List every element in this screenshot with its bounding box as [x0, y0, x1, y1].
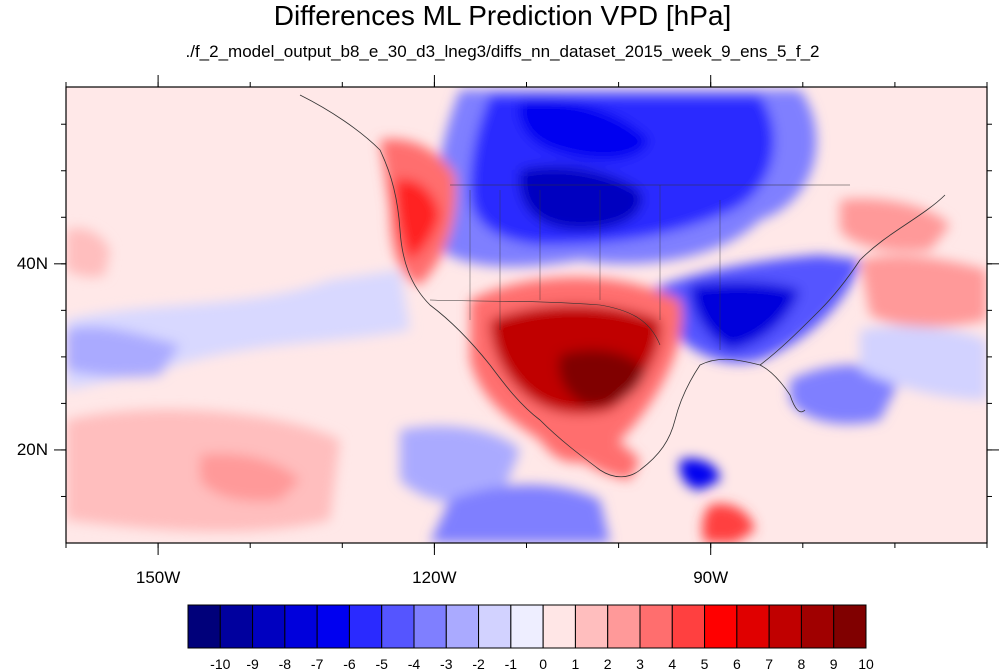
map-subtitle: ./f_2_model_output_b8_e_30_d3_lneg3/diff… — [185, 42, 820, 61]
colorbar-box — [510, 604, 544, 649]
colorbar-box — [574, 604, 609, 649]
colorbar-box — [478, 604, 512, 649]
colorbar-box — [704, 604, 738, 649]
field-north-blue-core2 — [518, 99, 650, 161]
colorbar-tick-label: -5 — [375, 656, 388, 672]
colorbar-tick-label: -4 — [407, 656, 421, 672]
field-pacific-red2 — [200, 453, 300, 502]
colorbar-box — [348, 604, 383, 649]
field-caribbean-blue — [679, 458, 720, 490]
colorbar-tick-label: -1 — [504, 656, 518, 672]
lat-tick-label: 40N — [16, 253, 48, 273]
colorbar-box — [833, 604, 867, 649]
field-east-blue-core — [690, 281, 800, 350]
colorbar-tick-label: -6 — [343, 656, 356, 672]
colorbar-box — [768, 604, 802, 649]
colorbar-tick-label: 6 — [732, 656, 741, 672]
colorbar-box — [671, 604, 706, 649]
colorbar-tick-label: 3 — [636, 656, 644, 672]
field-atlantic-blue — [790, 365, 900, 424]
colorbar-tick-label: -10 — [210, 656, 231, 672]
colorbar-box — [542, 604, 576, 649]
colorbar-box — [736, 604, 770, 649]
field-atlantic-red — [860, 255, 987, 327]
colorbar-tick-label: -9 — [246, 656, 259, 672]
lon-tick-label: 90W — [693, 568, 729, 587]
map-title: Differences ML Prediction VPD [hPa] — [273, 0, 732, 31]
colorbar-box — [187, 604, 221, 649]
colorbar-tick-label: 0 — [539, 656, 548, 672]
field-pacific-blue4 — [430, 485, 610, 543]
colorbar-tick-label: -2 — [472, 656, 485, 672]
colorbar-box — [284, 604, 318, 649]
colorbar-box — [445, 604, 480, 649]
colorbar-tick-label: 8 — [797, 656, 806, 672]
lon-tick-label: 120W — [412, 568, 457, 587]
colorbar-box — [252, 604, 286, 649]
field-ne-red — [840, 198, 950, 252]
field-caribbean-red — [702, 503, 755, 543]
colorbar-tick-label: 9 — [829, 656, 838, 672]
field-sw-red-core2 — [558, 350, 645, 406]
lon-tick-label: 150W — [135, 568, 181, 587]
field-pnw-red-core — [395, 179, 440, 260]
colorbar-box — [639, 604, 673, 649]
field-pacific-blue3 — [400, 426, 520, 504]
colorbar-box — [607, 604, 641, 649]
colorbar-tick-label: 10 — [858, 656, 874, 672]
colorbar-tick-label: -8 — [278, 656, 292, 672]
colorbar-box — [219, 604, 254, 649]
field-mexico-red — [560, 420, 640, 480]
colorbar-box — [316, 604, 350, 649]
colorbar-tick-label: 5 — [700, 656, 709, 672]
colorbar-tick-label: -7 — [310, 656, 324, 672]
colorbar-tick-label: 2 — [603, 656, 612, 672]
coastlines — [299, 94, 946, 478]
field-pacific-blue2 — [66, 326, 180, 378]
colorbar-tick-label: 1 — [571, 656, 580, 672]
colorbar-box — [413, 604, 447, 649]
colorbar-box — [800, 604, 835, 649]
colorbar-tick-label: 7 — [765, 656, 774, 672]
colorbar-tick-label: 4 — [668, 656, 677, 672]
field-west-red-left — [66, 228, 110, 278]
colorbar-box — [381, 604, 415, 649]
lat-tick-label: 20N — [16, 439, 48, 459]
field-atlantic-blue2 — [860, 325, 987, 400]
axis-ticks — [54, 75, 999, 555]
field-north-blue-core — [519, 166, 642, 230]
colorbar-tick-label: -3 — [440, 656, 453, 672]
